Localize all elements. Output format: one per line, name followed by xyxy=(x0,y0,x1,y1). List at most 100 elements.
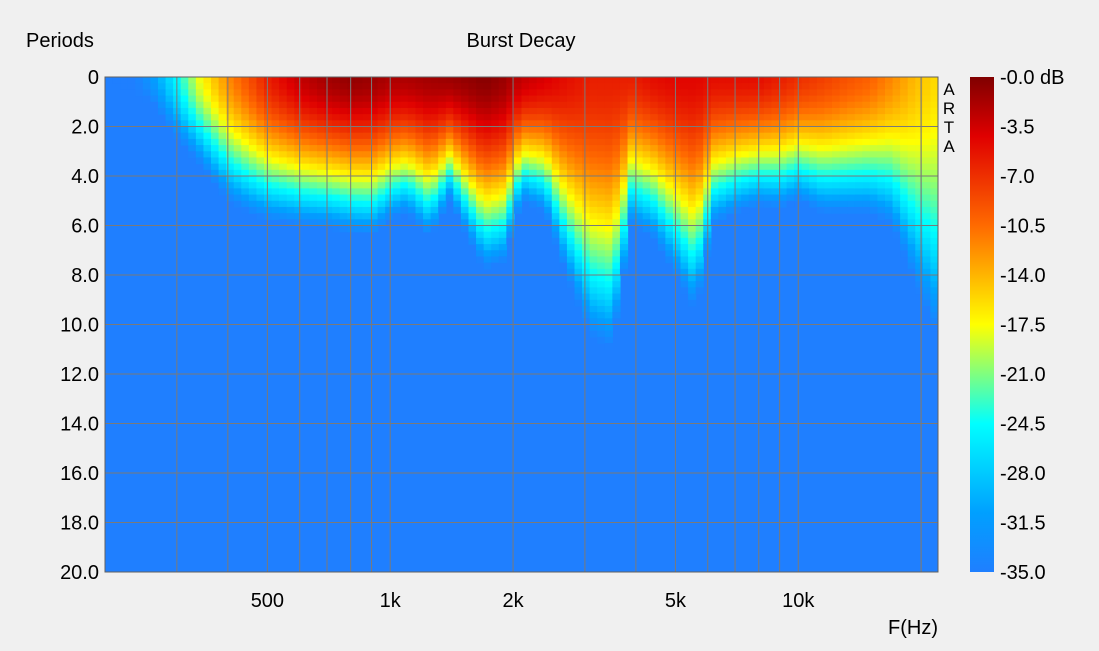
heatmap-cell xyxy=(226,169,235,177)
heatmap-cell xyxy=(922,225,932,233)
heatmap-cell xyxy=(476,213,485,220)
heatmap-cell xyxy=(551,83,560,90)
heatmap-cell xyxy=(635,83,644,90)
heatmap-cell xyxy=(392,157,401,165)
heatmap-cell xyxy=(688,250,697,258)
heatmap-cell xyxy=(513,157,523,165)
heatmap-cell xyxy=(725,151,735,159)
heatmap-cell xyxy=(604,77,613,84)
heatmap-cell xyxy=(672,256,682,264)
heatmap-cell xyxy=(650,145,659,152)
heatmap-cell xyxy=(407,157,417,165)
heatmap-cell xyxy=(339,101,348,109)
heatmap-cell xyxy=(824,163,833,171)
heatmap-cell xyxy=(256,95,265,103)
heatmap-cell xyxy=(733,163,742,171)
heatmap-cell xyxy=(877,176,886,183)
heatmap-cell xyxy=(415,157,424,165)
heatmap-cell xyxy=(476,231,485,239)
heatmap-cell xyxy=(741,101,750,109)
heatmap-cell xyxy=(589,188,598,196)
heatmap-cell xyxy=(635,219,644,227)
heatmap-cell xyxy=(460,151,470,159)
heatmap-cell xyxy=(521,176,530,183)
heatmap-cell xyxy=(498,126,507,134)
heatmap-cell xyxy=(695,182,704,189)
heatmap-cell xyxy=(650,77,659,84)
heatmap-cell xyxy=(370,114,379,121)
heatmap-cell xyxy=(612,225,621,233)
heatmap-cell xyxy=(619,176,629,183)
heatmap-cell xyxy=(339,169,348,177)
heatmap-cell xyxy=(188,120,197,128)
heatmap-cell xyxy=(354,206,364,214)
heatmap-cell xyxy=(619,83,629,90)
heatmap-cell xyxy=(922,145,932,152)
heatmap-cell xyxy=(309,213,318,220)
heatmap-cell xyxy=(415,114,424,121)
heatmap-cell xyxy=(294,206,303,214)
heatmap-cell xyxy=(604,281,613,288)
heatmap-cell xyxy=(786,89,795,97)
heatmap-cell xyxy=(892,213,901,220)
heatmap-cell xyxy=(597,169,606,177)
heatmap-cell xyxy=(930,176,938,183)
heatmap-cell xyxy=(680,176,689,183)
heatmap-cell xyxy=(619,225,629,233)
heatmap-cell xyxy=(930,299,938,307)
heatmap-cell xyxy=(339,107,348,115)
heatmap-cell xyxy=(407,188,417,196)
heatmap-cell xyxy=(741,120,750,128)
heatmap-cell xyxy=(597,305,606,313)
heatmap-cell xyxy=(423,114,432,121)
heatmap-cell xyxy=(847,157,856,165)
heatmap-cell xyxy=(627,157,636,165)
heatmap-cell xyxy=(529,114,538,121)
heatmap-cell xyxy=(430,169,439,177)
heatmap-cell xyxy=(854,101,863,109)
heatmap-cell xyxy=(536,182,545,189)
heatmap-cell xyxy=(597,145,606,152)
heatmap-cell xyxy=(491,188,500,196)
heatmap-cell xyxy=(884,77,894,84)
heatmap-cell xyxy=(597,182,606,189)
heatmap-cell xyxy=(339,225,348,233)
heatmap-cell xyxy=(491,157,500,165)
heatmap-cell xyxy=(741,151,750,159)
heatmap-cell xyxy=(324,95,333,103)
heatmap-cell xyxy=(604,275,613,282)
heatmap-cell xyxy=(582,262,591,270)
heatmap-cell xyxy=(589,256,598,264)
heatmap-cell xyxy=(612,312,621,319)
heatmap-cell xyxy=(922,132,932,140)
heatmap-cell xyxy=(468,157,477,165)
heatmap-cell xyxy=(831,95,841,103)
heatmap-cell xyxy=(589,281,598,288)
heatmap-cell xyxy=(400,120,409,128)
heatmap-cell xyxy=(597,219,606,227)
heatmap-cell xyxy=(741,107,750,115)
heatmap-cell xyxy=(226,83,235,90)
heatmap-cell xyxy=(566,225,576,233)
heatmap-cell xyxy=(642,194,651,202)
heatmap-cell xyxy=(415,169,424,177)
heatmap-cell xyxy=(498,101,507,109)
heatmap-cell xyxy=(407,169,417,177)
heatmap-cell xyxy=(635,138,644,146)
heatmap-cell xyxy=(468,163,477,171)
heatmap-cell xyxy=(339,176,348,183)
heatmap-cell xyxy=(453,120,462,128)
heatmap-cell xyxy=(309,107,318,115)
heatmap-cell xyxy=(445,83,454,90)
heatmap-cell xyxy=(589,305,598,313)
heatmap-cell xyxy=(816,157,826,165)
heatmap-cell xyxy=(741,95,750,103)
heatmap-cell xyxy=(786,145,795,152)
heatmap-cell xyxy=(869,77,879,84)
heatmap-cell xyxy=(635,101,644,109)
heatmap-cell xyxy=(748,101,757,109)
heatmap-cell xyxy=(377,169,386,177)
heatmap-cell xyxy=(498,83,507,90)
heatmap-cell xyxy=(460,188,470,196)
heatmap-cell xyxy=(385,163,394,171)
